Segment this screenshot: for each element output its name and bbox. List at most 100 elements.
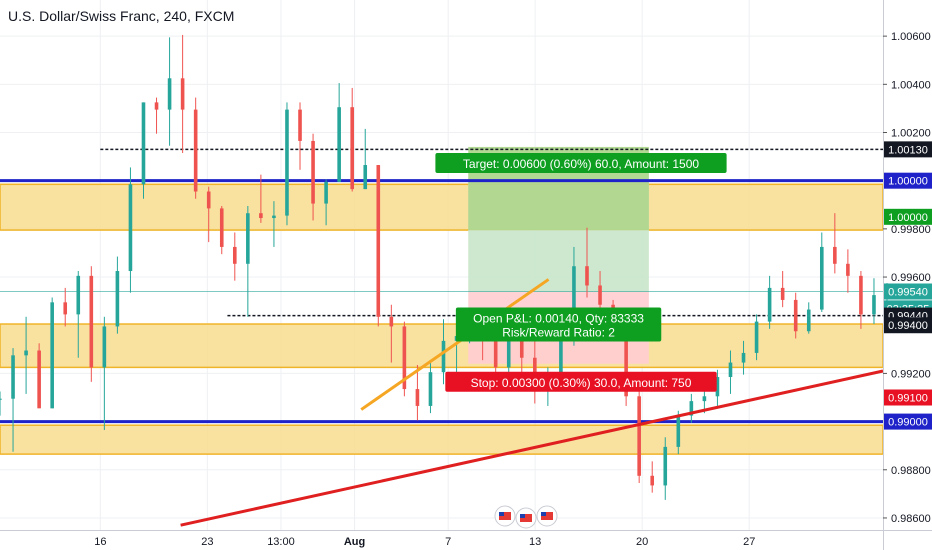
candle-body bbox=[324, 181, 328, 204]
support-resistance-zone bbox=[0, 424, 884, 455]
x-tick-label: 23 bbox=[201, 536, 213, 548]
price-tag-bg bbox=[884, 413, 932, 430]
candle-body bbox=[50, 302, 54, 409]
price-tag-bg bbox=[884, 283, 932, 300]
target-label-bg bbox=[435, 152, 727, 173]
x-tick-label: 13 bbox=[529, 536, 541, 548]
y-tick-label: 1.00200 bbox=[891, 128, 931, 140]
candle-body bbox=[350, 107, 354, 190]
candle-body bbox=[637, 396, 641, 476]
price-tag-label: 1.00130 bbox=[888, 144, 928, 156]
us-flag-canton-icon bbox=[520, 514, 525, 518]
y-tick-label: 1.00400 bbox=[891, 79, 931, 91]
candle-body bbox=[141, 102, 146, 185]
candle-body bbox=[337, 107, 341, 182]
candle-body bbox=[193, 109, 198, 192]
candle-body bbox=[24, 350, 28, 356]
candle-body bbox=[846, 263, 850, 276]
y-tick-label: 0.98800 bbox=[891, 465, 931, 477]
candle-body bbox=[89, 275, 94, 368]
candle-body bbox=[376, 165, 381, 317]
price-tag-label: 0.99540 bbox=[888, 287, 928, 299]
candle-body bbox=[167, 78, 172, 110]
x-tick-label: 13:00 bbox=[267, 536, 295, 548]
x-tick-label: Aug bbox=[344, 536, 365, 548]
red-trend-line bbox=[180, 369, 884, 527]
candle-body bbox=[663, 446, 668, 486]
pnl-label: Open P&L: 0.00140, Qty: 83333 bbox=[473, 312, 644, 326]
candle-body bbox=[833, 246, 837, 264]
us-flag-canton-icon bbox=[541, 512, 546, 516]
candle-body bbox=[76, 275, 81, 315]
candle-body bbox=[598, 285, 602, 305]
candle-body bbox=[363, 165, 368, 190]
candle-body bbox=[793, 299, 798, 332]
pnl-label-bg bbox=[455, 307, 662, 342]
candle-body bbox=[702, 396, 707, 402]
candle-body bbox=[585, 266, 589, 286]
price-tag-label: 1.00000 bbox=[888, 212, 928, 224]
price-tag-label: 1.00000 bbox=[888, 176, 928, 188]
pnl-label: Risk/Reward Ratio: 2 bbox=[502, 326, 615, 340]
candle-body bbox=[11, 355, 15, 399]
candle-body bbox=[676, 415, 681, 447]
candle-body bbox=[311, 140, 315, 204]
support-resistance-zone bbox=[0, 183, 884, 231]
candle-body bbox=[298, 109, 302, 141]
y-tick-label: 0.99200 bbox=[891, 368, 931, 380]
candle-body bbox=[272, 215, 276, 219]
candle-body bbox=[285, 109, 289, 216]
candle-body bbox=[402, 326, 407, 390]
candle-body bbox=[389, 316, 394, 327]
us-flag-icon bbox=[499, 512, 511, 520]
y-tick-label: 0.99600 bbox=[891, 272, 931, 284]
candle-body bbox=[63, 302, 68, 315]
x-tick-label: 7 bbox=[445, 536, 451, 548]
candle-body bbox=[102, 326, 107, 368]
price-tag-bg bbox=[884, 141, 932, 158]
candle-body bbox=[715, 377, 720, 397]
candle-body bbox=[741, 352, 746, 363]
us-flag-canton-icon bbox=[499, 512, 504, 516]
y-tick-label: 0.99800 bbox=[891, 224, 931, 236]
x-tick-label: 27 bbox=[743, 536, 755, 548]
stop-label: Stop: 0.00300 (0.30%) 30.0, Amount: 750 bbox=[471, 376, 692, 390]
candle-body bbox=[572, 266, 576, 341]
candle-body bbox=[37, 350, 41, 409]
candle-body bbox=[872, 295, 876, 315]
candle-body bbox=[206, 191, 211, 209]
candle-body bbox=[689, 401, 694, 416]
x-tick-label: 16 bbox=[94, 536, 106, 548]
price-tag-label: 0.99100 bbox=[888, 393, 928, 405]
candle-body bbox=[154, 102, 159, 110]
candle-body bbox=[559, 340, 563, 378]
candle-body bbox=[219, 208, 224, 247]
y-tick-label: 0.98600 bbox=[891, 513, 931, 525]
price-tag-bg bbox=[884, 208, 932, 225]
candle-body bbox=[180, 78, 185, 110]
price-tag-bg bbox=[884, 389, 932, 406]
candle-body bbox=[0, 398, 2, 400]
candle-body bbox=[859, 275, 863, 315]
candle-body bbox=[754, 321, 759, 353]
candle-body bbox=[767, 287, 772, 322]
y-tick-label: 1.00600 bbox=[891, 31, 931, 43]
price-tag-bg bbox=[884, 172, 932, 189]
candle-body bbox=[493, 340, 498, 368]
candle-body bbox=[259, 213, 263, 219]
orange-trend-line bbox=[360, 278, 550, 411]
candle-body bbox=[246, 213, 250, 264]
price-tag-bg bbox=[884, 317, 932, 334]
candle-body bbox=[506, 319, 511, 368]
stop-label-bg bbox=[445, 371, 717, 392]
candle-body bbox=[115, 271, 120, 327]
price-tag-label: 0.99400 bbox=[888, 320, 928, 332]
candle-body bbox=[415, 389, 420, 406]
x-tick-label: 20 bbox=[636, 536, 648, 548]
candle-body bbox=[819, 246, 824, 310]
candle-body bbox=[624, 314, 628, 397]
candle-body bbox=[441, 340, 446, 373]
candle-body bbox=[232, 246, 237, 264]
